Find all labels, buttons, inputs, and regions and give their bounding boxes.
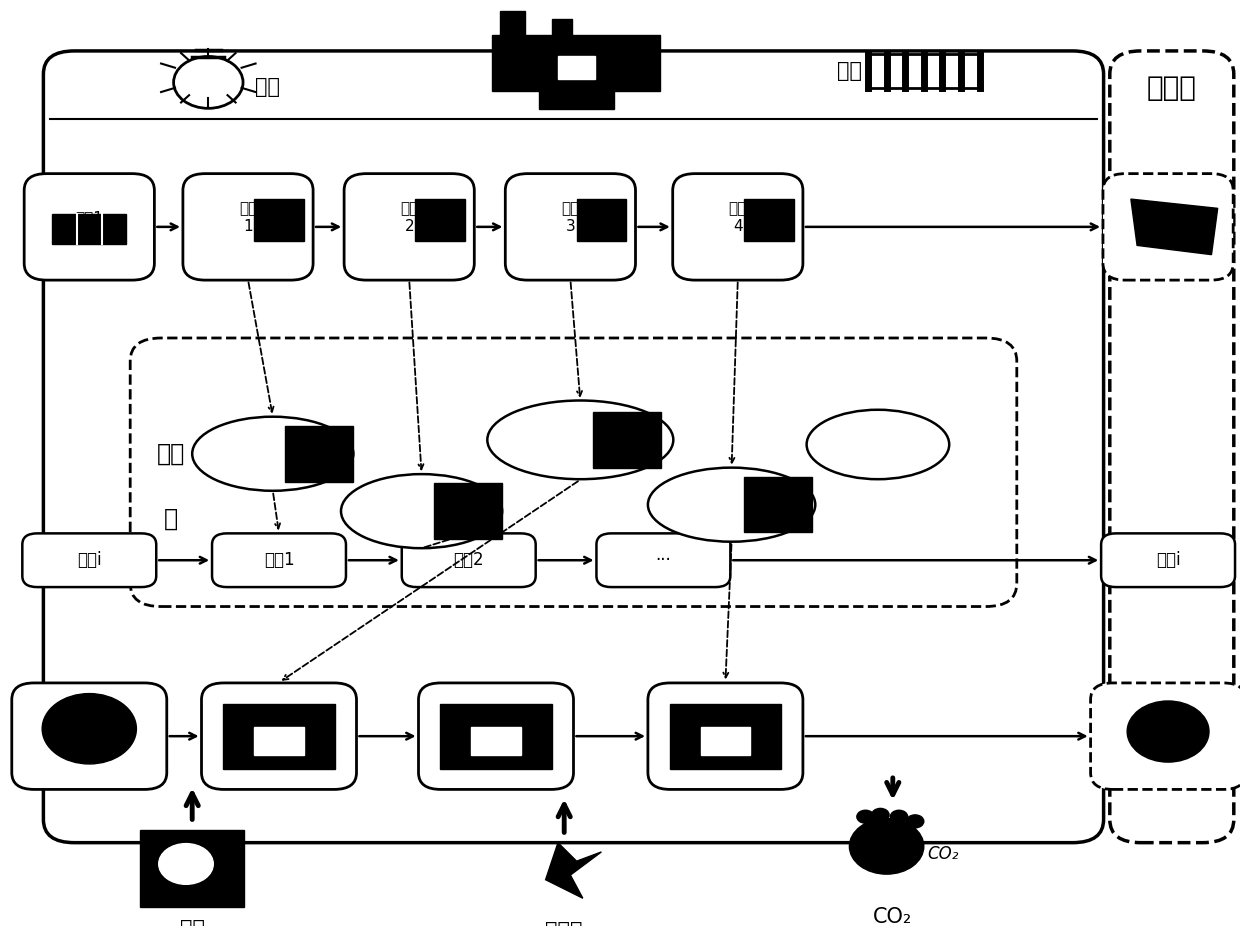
Text: 原材料: 原材料 — [546, 920, 583, 926]
Polygon shape — [1131, 199, 1218, 255]
Text: 零件1: 零件1 — [1154, 210, 1182, 225]
Circle shape — [42, 694, 136, 764]
Bar — [254, 727, 304, 755]
Bar — [552, 19, 572, 42]
FancyBboxPatch shape — [22, 533, 156, 587]
Ellipse shape — [192, 417, 353, 491]
Bar — [254, 199, 304, 241]
Text: 工序
2: 工序 2 — [401, 202, 418, 233]
Bar — [593, 412, 661, 468]
Circle shape — [872, 808, 889, 821]
Text: 毛坯i: 毛坯i — [77, 551, 102, 569]
Text: 设备3: 设备3 — [565, 431, 595, 449]
Text: CO₂: CO₂ — [928, 845, 959, 863]
Ellipse shape — [806, 409, 950, 480]
Bar — [577, 199, 626, 241]
FancyBboxPatch shape — [402, 533, 536, 587]
Ellipse shape — [647, 468, 816, 542]
Bar — [701, 727, 750, 755]
Text: 能源: 能源 — [180, 919, 205, 926]
FancyBboxPatch shape — [212, 533, 346, 587]
Text: 供暖: 供暖 — [837, 61, 862, 81]
FancyBboxPatch shape — [506, 174, 636, 280]
Text: 工序
3: 工序 3 — [562, 202, 579, 233]
Text: 毛坯1: 毛坯1 — [76, 210, 103, 225]
Text: 零件层: 零件层 — [1147, 74, 1197, 102]
Bar — [744, 199, 794, 241]
FancyBboxPatch shape — [24, 174, 154, 280]
Text: 照明: 照明 — [255, 77, 280, 97]
FancyBboxPatch shape — [647, 683, 804, 789]
Circle shape — [849, 819, 924, 874]
Bar — [471, 727, 521, 755]
Text: 工序
4: 工序 4 — [729, 202, 746, 233]
Text: 设备: 设备 — [157, 442, 185, 466]
Bar — [500, 11, 525, 39]
FancyBboxPatch shape — [11, 683, 166, 789]
FancyBboxPatch shape — [130, 338, 1017, 607]
Text: 设备1: 设备1 — [258, 444, 288, 463]
FancyBboxPatch shape — [1101, 533, 1235, 587]
Bar — [285, 426, 353, 482]
Polygon shape — [546, 843, 601, 898]
FancyBboxPatch shape — [201, 683, 357, 789]
Bar — [415, 199, 465, 241]
FancyBboxPatch shape — [1104, 174, 1233, 280]
Bar — [223, 704, 335, 769]
Bar — [140, 830, 244, 907]
Bar — [492, 35, 660, 91]
Text: ···: ··· — [870, 435, 885, 454]
Bar — [558, 56, 595, 79]
FancyBboxPatch shape — [345, 174, 474, 280]
Bar — [670, 704, 781, 769]
Bar — [434, 483, 502, 539]
Text: 工序1: 工序1 — [264, 551, 294, 569]
FancyBboxPatch shape — [1110, 51, 1234, 843]
FancyBboxPatch shape — [184, 174, 312, 280]
FancyBboxPatch shape — [1091, 683, 1240, 789]
FancyBboxPatch shape — [43, 51, 1104, 843]
Circle shape — [1127, 701, 1209, 762]
Bar — [52, 214, 126, 244]
Text: 工序
3: 工序 3 — [717, 713, 734, 745]
FancyBboxPatch shape — [672, 174, 804, 280]
Text: 设备4: 设备4 — [717, 495, 746, 514]
Text: 零件n: 零件n — [1154, 721, 1182, 736]
Text: ···: ··· — [656, 551, 671, 569]
Bar — [539, 86, 614, 109]
Circle shape — [159, 844, 213, 884]
Text: CO₂: CO₂ — [873, 907, 913, 926]
Bar — [744, 477, 812, 532]
Text: 工序1: 工序1 — [265, 721, 293, 736]
Text: 层: 层 — [164, 507, 179, 531]
Bar — [440, 704, 552, 769]
FancyBboxPatch shape — [596, 533, 730, 587]
Text: 工序2: 工序2 — [454, 551, 484, 569]
Ellipse shape — [487, 400, 673, 480]
Text: 零件i: 零件i — [1156, 551, 1180, 569]
Ellipse shape — [341, 474, 502, 548]
Circle shape — [906, 815, 924, 828]
Text: 毛坯n: 毛坯n — [76, 721, 103, 736]
Circle shape — [857, 810, 874, 823]
Text: 设备2: 设备2 — [407, 502, 436, 520]
Text: 工序
1: 工序 1 — [239, 202, 257, 233]
Circle shape — [890, 810, 908, 823]
Text: 制造车间: 制造车间 — [562, 31, 641, 65]
FancyBboxPatch shape — [419, 683, 573, 789]
Text: 工序2: 工序2 — [482, 721, 510, 736]
